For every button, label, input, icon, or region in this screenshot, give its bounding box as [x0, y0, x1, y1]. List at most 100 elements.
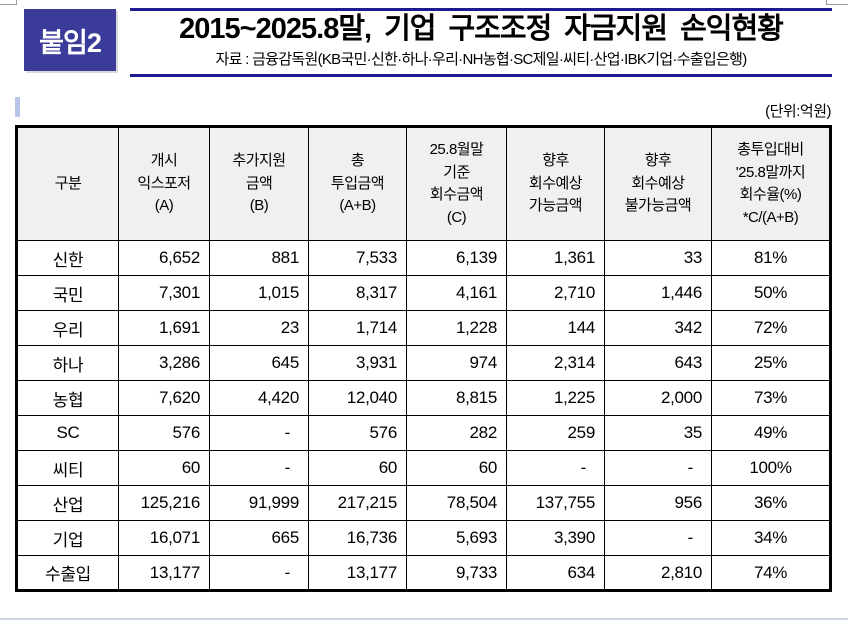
- value-cell: 2,000: [604, 380, 712, 416]
- value-cell: 282: [406, 415, 507, 451]
- value-cell: 78,504: [406, 485, 507, 521]
- value-cell: 665: [209, 520, 309, 556]
- value-cell: 7,620: [118, 380, 210, 416]
- attachment-badge-label: 붙임2: [39, 27, 102, 58]
- bank-name-cell: SC: [16, 415, 119, 451]
- table-row: 국민 7,301 1,015 8,317 4,161 2,710 1,446 50%: [16, 275, 831, 311]
- value-cell: 25%: [711, 345, 831, 381]
- column-header: 향후 회수예상 가능금액: [506, 126, 605, 241]
- bank-name-cell: 농협: [16, 380, 119, 416]
- value-cell: 16,736: [308, 520, 407, 556]
- column-header: 구분: [16, 126, 119, 241]
- value-cell: 50%: [711, 275, 831, 311]
- page-crop-fragment-right: [826, 0, 848, 5]
- bank-name-cell: 국민: [16, 275, 119, 311]
- table-row: 산업 125,216 91,999 217,215 78,504 137,755 956 36…: [16, 485, 831, 521]
- bank-name-cell: 신한: [16, 240, 119, 276]
- value-cell: -: [604, 520, 712, 556]
- value-cell: 7,533: [308, 240, 407, 276]
- value-cell: 1,691: [118, 310, 210, 346]
- bank-name-cell: 수출입: [16, 555, 119, 591]
- value-cell: 1,015: [209, 275, 309, 311]
- bank-name-cell: 하나: [16, 345, 119, 381]
- value-cell: 956: [604, 485, 712, 521]
- column-header: 향후 회수예상 불가능금액: [604, 126, 712, 241]
- value-cell: 60: [118, 450, 210, 486]
- value-cell: 259: [506, 415, 605, 451]
- value-cell: 9,733: [406, 555, 507, 591]
- source-note: 자료 : 금융감독원(KB국민·신한·하나·우리·NH농협·SC제일·씨티·산업…: [215, 50, 747, 68]
- value-cell: -: [209, 555, 309, 591]
- value-cell: 36%: [711, 485, 831, 521]
- value-cell: 100%: [711, 450, 831, 486]
- value-cell: 7,301: [118, 275, 210, 311]
- page-crop-fragment-left: [0, 0, 17, 5]
- table-head-row: 구분 개시 익스포저 (A) 추가지원 금액 (B) 총 투입금액 (A+B) 25.8…: [16, 126, 831, 241]
- value-cell: 576: [118, 415, 210, 451]
- value-cell: 23: [209, 310, 309, 346]
- value-cell: 81%: [711, 240, 831, 276]
- value-cell: 73%: [711, 380, 831, 416]
- page-title: 2015~2025.8말, 기업 구조조정 자금지원 손익현황: [179, 13, 784, 45]
- value-cell: 13,177: [118, 555, 210, 591]
- value-cell: 342: [604, 310, 712, 346]
- value-cell: 217,215: [308, 485, 407, 521]
- bank-name-cell: 기업: [16, 520, 119, 556]
- value-cell: 6,139: [406, 240, 507, 276]
- value-cell: 60: [406, 450, 507, 486]
- bank-name-cell: 우리: [16, 310, 119, 346]
- table-row: 신한 6,652 881 7,533 6,139 1,361 33 81%: [16, 240, 831, 276]
- unit-label: (단위:억원): [765, 103, 831, 120]
- value-cell: -: [506, 450, 605, 486]
- value-cell: 49%: [711, 415, 831, 451]
- table-row: 하나 3,286 645 3,931 974 2,314 643 25%: [16, 345, 831, 381]
- loss-status-table: 구분 개시 익스포저 (A) 추가지원 금액 (B) 총 투입금액 (A+B) 25.8…: [15, 125, 832, 592]
- value-cell: -: [209, 415, 309, 451]
- value-cell: 91,999: [209, 485, 309, 521]
- value-cell: 12,040: [308, 380, 407, 416]
- value-cell: 5,693: [406, 520, 507, 556]
- value-cell: 1,225: [506, 380, 605, 416]
- value-cell: 137,755: [506, 485, 605, 521]
- value-cell: 2,710: [506, 275, 605, 311]
- value-cell: 974: [406, 345, 507, 381]
- value-cell: 1,361: [506, 240, 605, 276]
- column-header: 개시 익스포저 (A): [118, 126, 210, 241]
- value-cell: 1,228: [406, 310, 507, 346]
- column-header: 총 투입금액 (A+B): [308, 126, 407, 241]
- table-row: 농협 7,620 4,420 12,040 8,815 1,225 2,000 73%: [16, 380, 831, 416]
- table-body: 신한 6,652 881 7,533 6,139 1,361 33 81% 국민 7,301 1,0…: [16, 240, 831, 591]
- table-row: SC 576-576 282 259 35 49%: [16, 415, 831, 451]
- value-cell: 13,177: [308, 555, 407, 591]
- value-cell: 1,714: [308, 310, 407, 346]
- table-row: 수출입 13,177-13,177 9,733 634 2,810 74%: [16, 555, 831, 591]
- value-cell: 72%: [711, 310, 831, 346]
- value-cell: 34%: [711, 520, 831, 556]
- value-cell: 2,314: [506, 345, 605, 381]
- value-cell: 125,216: [118, 485, 210, 521]
- value-cell: 1,446: [604, 275, 712, 311]
- value-cell: 4,420: [209, 380, 309, 416]
- value-cell: 8,317: [308, 275, 407, 311]
- title-block: 2015~2025.8말, 기업 구조조정 자금지원 손익현황 자료 : 금융감…: [130, 8, 832, 77]
- value-cell: 74%: [711, 555, 831, 591]
- value-cell: 6,652: [118, 240, 210, 276]
- table-row: 우리 1,691 23 1,714 1,228 144 342 72%: [16, 310, 831, 346]
- value-cell: 60: [308, 450, 407, 486]
- value-cell: 3,390: [506, 520, 605, 556]
- value-cell: 2,810: [604, 555, 712, 591]
- value-cell: 35: [604, 415, 712, 451]
- value-cell: 881: [209, 240, 309, 276]
- bank-name-cell: 씨티: [16, 450, 119, 486]
- value-cell: 33: [604, 240, 712, 276]
- value-cell: 16,071: [118, 520, 210, 556]
- value-cell: 645: [209, 345, 309, 381]
- value-cell: 3,286: [118, 345, 210, 381]
- value-cell: 3,931: [308, 345, 407, 381]
- attachment-badge: 붙임2: [24, 9, 116, 71]
- column-header: 추가지원 금액 (B): [209, 126, 309, 241]
- bank-name-cell: 산업: [16, 485, 119, 521]
- table-row: 기업 16,071 665 16,736 5,693 3,390-34%: [16, 520, 831, 556]
- value-cell: 8,815: [406, 380, 507, 416]
- value-cell: 4,161: [406, 275, 507, 311]
